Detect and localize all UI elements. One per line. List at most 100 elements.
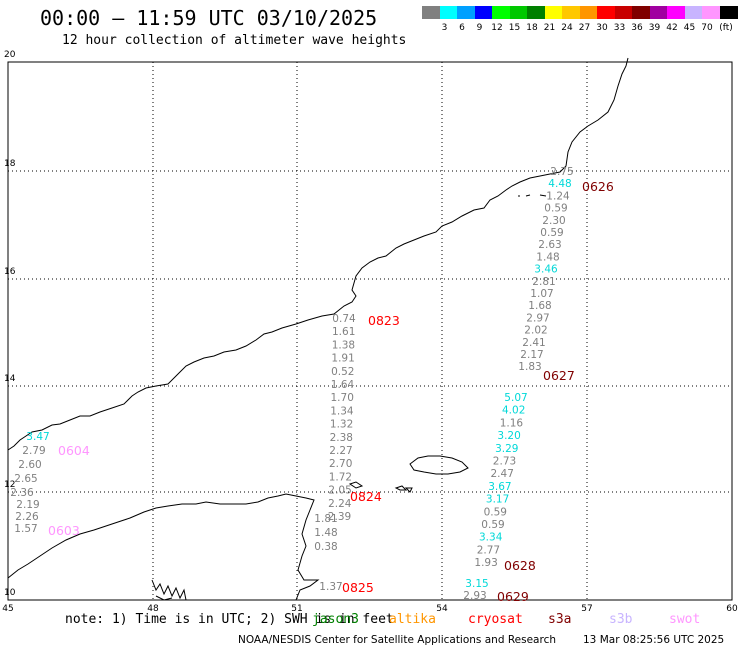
islet-2: [394, 485, 408, 491]
swh-value: 0.59: [484, 506, 507, 518]
swh-value: 3.29: [495, 443, 518, 455]
swh-value: 1.24: [546, 190, 570, 202]
satellite-s3b: s3b: [609, 612, 633, 627]
legend-label: 45: [683, 23, 696, 33]
swh-value: 3.15: [465, 578, 488, 590]
swh-value: 1.57: [14, 523, 37, 535]
y-tick-label: 18: [4, 159, 16, 169]
legend-swatch: [492, 6, 510, 19]
legend-swatch: [632, 6, 650, 19]
coastline: [7, 57, 629, 451]
timestamp: 13 Mar 08:25:56 UTC 2025: [583, 634, 725, 646]
coastline-south: [7, 493, 320, 601]
swh-value: 2.81: [532, 276, 555, 288]
x-tick-label: 54: [436, 604, 448, 614]
legend-swatch: [579, 6, 598, 19]
swh-value: 2.38: [330, 432, 353, 444]
legend-label: 30: [596, 23, 608, 33]
legend-label: 27: [578, 23, 591, 33]
satellite-jason3: jason3: [312, 612, 359, 627]
x-tick-label: 51: [291, 604, 302, 614]
footer-note: note: 1) Time is in UTC; 2) SWH is in fe…: [65, 612, 394, 627]
swh-value: 3.20: [497, 430, 520, 442]
legend-swatch: [509, 6, 528, 19]
legend-swatch: [597, 6, 615, 19]
x-tick-label: 57: [581, 604, 592, 614]
legend-label: 70: [701, 23, 713, 33]
islet-3: [404, 487, 413, 493]
legend-label: 6: [459, 23, 465, 33]
legend-swatch: [544, 6, 563, 19]
swh-value: 2.47: [491, 468, 514, 480]
swh-value: 3.47: [26, 431, 49, 443]
y-tick-label: 12: [4, 480, 15, 490]
swh-value: 2.39: [328, 511, 351, 523]
swh-value: 2.77: [477, 544, 500, 556]
swh-value: 2.26: [15, 511, 39, 523]
legend-swatch: [667, 6, 685, 19]
swh-value: 2.36: [10, 487, 34, 499]
swh-value: 1.48: [314, 527, 337, 539]
swh-value: 2.05: [328, 485, 351, 497]
legend-swatch: [684, 6, 703, 19]
altimeter-tracks: 2.754.481.240.592.300.592.631.483.462.81…: [10, 166, 614, 604]
swh-value: 3.67: [488, 481, 511, 493]
coastline-detail: [151, 579, 187, 601]
legend-label: 9: [476, 23, 483, 33]
islet-1: [348, 481, 364, 489]
swh-value: 2.24: [328, 498, 352, 510]
legend-label: 21: [543, 23, 556, 33]
pass-time-label: 0629: [497, 589, 529, 604]
legend-swatch: [562, 6, 580, 19]
legend-label: 18: [526, 23, 538, 33]
swh-value: 1.83: [518, 361, 541, 373]
legend-swatch: [439, 6, 458, 19]
swh-value: 2.70: [329, 458, 352, 470]
legend-label: 42: [666, 23, 678, 33]
swh-value: 1.93: [474, 557, 497, 569]
swh-value: 2.02: [524, 325, 547, 337]
satellite-altika: altika: [389, 612, 436, 627]
swh-value: 2.79: [22, 445, 45, 457]
swh-value: 4.02: [502, 405, 525, 417]
legend-label: 33: [613, 23, 626, 33]
pass-time-label: 0823: [368, 313, 400, 328]
legend-label: 3: [441, 23, 448, 33]
pass-time-label: 0604: [58, 443, 90, 458]
swh-value: 1.38: [332, 339, 355, 351]
swh-value: 1.64: [331, 379, 355, 391]
page-title: 00:00 – 11:59 UTC 03/10/2025: [40, 6, 378, 30]
swh-value: 0.59: [540, 227, 563, 239]
swh-value: 2.63: [538, 239, 561, 251]
pass-time-label: 0825: [342, 580, 374, 595]
islet-4: [518, 194, 547, 197]
swh-value: 1.37: [319, 581, 342, 593]
swh-value: 2.93: [463, 590, 486, 602]
legend-swatch: [649, 6, 668, 19]
swh-value: 1.81: [314, 513, 337, 525]
swh-value: 1.32: [330, 419, 353, 431]
swh-value: 2.27: [329, 445, 352, 457]
swh-value: 3.46: [534, 264, 558, 276]
swh-value: 1.70: [331, 392, 354, 404]
satellite-cryosat: cryosat: [468, 612, 523, 627]
swh-value: 3.34: [479, 532, 503, 544]
swh-value: 1.91: [331, 353, 354, 365]
pass-time-label: 0603: [48, 523, 80, 538]
swh-value: 1.16: [500, 417, 524, 429]
legend-label: 15: [508, 23, 521, 33]
swh-value: 0.38: [314, 541, 337, 553]
legend-swatch: [457, 6, 475, 19]
swh-value: 3.17: [486, 494, 509, 506]
map-frame: [7, 61, 733, 601]
swh-value: 2.60: [18, 459, 41, 471]
satellite-swot: swot: [669, 612, 701, 627]
swh-value: 0.74: [332, 313, 356, 325]
satellite-s3a: s3a: [548, 612, 572, 627]
swh-value: 0.59: [481, 519, 504, 531]
credit-line: NOAA/NESDIS Center for Satellite Applica…: [238, 634, 556, 646]
swh-value: 0.52: [331, 366, 354, 378]
pass-time-label: 0627: [543, 368, 575, 383]
swh-value: 1.72: [329, 471, 352, 483]
